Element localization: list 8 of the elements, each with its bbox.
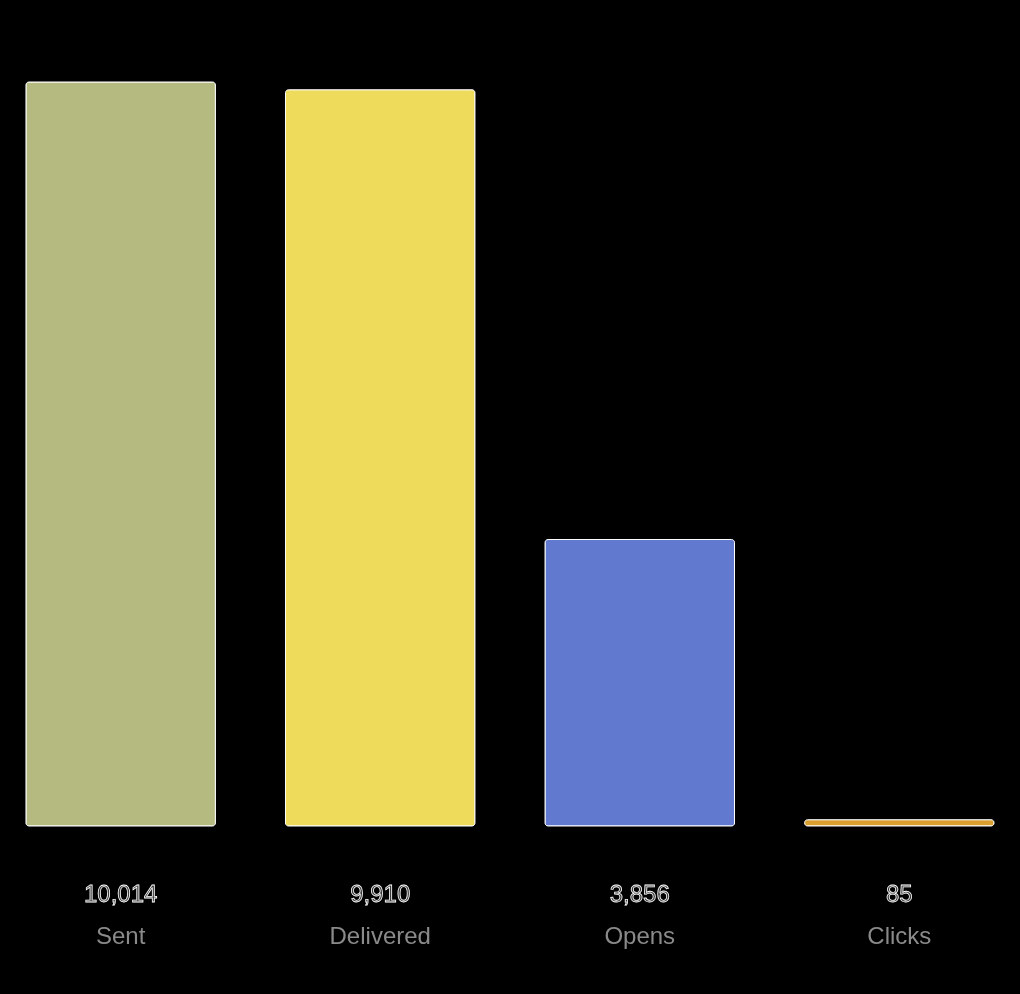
data-label: 10,014 <box>83 880 158 907</box>
x-tick-label: Opens <box>604 921 676 949</box>
data-label: 3,856 <box>609 880 670 907</box>
data-label: 85 <box>885 880 913 907</box>
x-tick-label: Clicks <box>867 921 932 949</box>
x-tick-label: Sent <box>96 921 146 949</box>
x-tick-label: Delivered <box>329 921 431 949</box>
data-label: 9,910 <box>350 880 411 907</box>
